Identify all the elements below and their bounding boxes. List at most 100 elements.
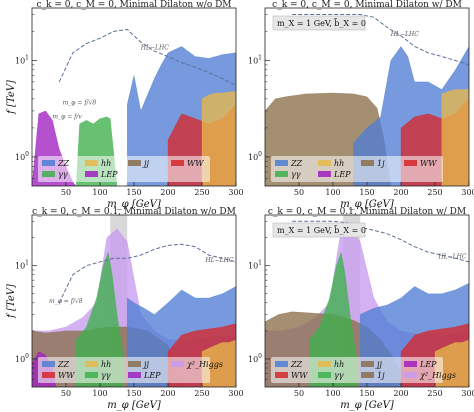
inset-label: m_X = 1 GeV, b̃_X = 0	[277, 224, 366, 235]
legend-label-item: γγ	[334, 371, 344, 380]
legend-swatch-lep	[128, 372, 141, 378]
x-axis-label: m_φ [GeV]	[340, 400, 394, 411]
legend-swatch-ww	[42, 372, 55, 378]
legend-swatch-lep	[318, 171, 331, 177]
annotation-m-f-8: m_φ = f/√8	[49, 298, 83, 305]
x-tick-label-150: 150	[359, 389, 374, 398]
panel-1: HL−LHC m_φ = f/v m_φ = f/√8 ZZ hh jj WW γγ LEP c_…	[6, 0, 244, 210]
annotation-hl-lhc: HL−LHC	[140, 44, 169, 51]
x-tick-label-250: 250	[194, 188, 209, 197]
legend-swatch-1j	[361, 160, 374, 166]
legend-swatch-hh	[318, 160, 331, 166]
inset-box	[272, 15, 366, 31]
legend-label-lep: LEP	[143, 371, 161, 380]
x-axis-label: m_φ [GeV]	[340, 199, 394, 210]
y-tick-label-10-1: 101	[15, 54, 29, 65]
inset-box	[272, 222, 366, 238]
x-tick-label-200: 200	[393, 188, 408, 197]
legend-swatch-item	[85, 372, 98, 378]
legend-label-lep: LEP	[419, 360, 437, 369]
x-tick-label-250: 250	[194, 389, 209, 398]
x-tick-label-50: 50	[61, 188, 71, 197]
y-tick-label-10-0: 100	[248, 151, 262, 162]
x-tick-label-150: 150	[359, 188, 374, 197]
legend-label-lep: LEP	[333, 170, 351, 179]
legend-box	[38, 156, 210, 182]
panel-3: HL−LHC m_φ = f/√8 ZZ hh jj χ²_Higgs WW γγ LEP c_k…	[6, 207, 244, 411]
chart-title: c_k = 0, c_M = 0, Minimal Dilaton w/o DM	[36, 0, 231, 10]
legend-label-item: γγ	[58, 170, 68, 179]
legend-label-higgs: χ²_Higgs	[419, 371, 456, 380]
y-tick-label-10-0: 100	[15, 151, 29, 162]
annotation-hl-lhc: HL−LHC	[390, 31, 419, 38]
region-hh	[201, 90, 236, 186]
region-hh	[201, 339, 236, 387]
x-tick-label-150: 150	[126, 188, 141, 197]
x-tick-label-100: 100	[325, 389, 340, 398]
legend-label-1j: 1j	[377, 371, 385, 380]
legend-label-hh: hh	[101, 159, 111, 168]
legend-swatch-ww	[404, 160, 417, 166]
legend-label-ww: WW	[58, 371, 75, 380]
x-tick-label-250: 250	[427, 188, 442, 197]
legend-swatch-ww	[275, 372, 288, 378]
x-tick-label-300: 300	[461, 389, 474, 398]
x-axis-label: m_φ [GeV]	[107, 400, 161, 411]
legend-swatch-jj	[128, 361, 141, 367]
inset-label: m_X = 1 GeV, b̃_X = 0	[277, 17, 366, 28]
legend-label-ww: WW	[420, 159, 437, 168]
legend-swatch-hh	[318, 361, 331, 367]
y-axis-label: f [TeV]	[6, 284, 17, 319]
legend-label-jj: jj	[142, 159, 149, 168]
legend-box	[271, 156, 443, 182]
annotation-m-f-v: m_φ = f/v	[52, 114, 82, 121]
legend-label-higgs: χ²_Higgs	[186, 360, 223, 369]
chart-title: c_k = 0, c_M = 0.1, Minimal Dilaton w/ D…	[268, 207, 466, 217]
x-tick-label-150: 150	[126, 389, 141, 398]
x-tick-label-50: 50	[61, 389, 71, 398]
legend-swatch-ww	[171, 160, 184, 166]
annotation-hl-lhc: HL−LHC	[437, 253, 466, 260]
legend-swatch-lep	[85, 171, 98, 177]
panel-2: HL−LHC ZZ hh 1j WW γγ LEP m_X = 1 GeV, b̃_X = 0…	[248, 0, 474, 210]
legend-box	[38, 357, 210, 383]
legend-label-1j: 1j	[377, 159, 385, 168]
legend-swatch-hh	[85, 160, 98, 166]
chart-title: c_k = 0, c_M = 0.1, Minimal Dilaton w/o …	[32, 207, 236, 217]
legend-swatch-zz	[42, 361, 55, 367]
legend-label-jj: jj	[375, 360, 382, 369]
region-hh	[434, 339, 469, 387]
legend-swatch-item	[42, 171, 55, 177]
legend-label-ww: WW	[291, 371, 308, 380]
hl-lhc-projection-line	[292, 220, 469, 263]
legend-swatch-higgs	[171, 361, 184, 367]
x-tick-label-200: 200	[160, 389, 175, 398]
x-tick-label-300: 300	[228, 188, 243, 197]
y-tick-label-10-0: 100	[15, 353, 29, 364]
annotation-m-f-8: m_φ = f/√8	[63, 99, 97, 106]
legend-swatch-item	[318, 372, 331, 378]
legend-swatch-1j	[361, 372, 374, 378]
chart-title: c_k = 0, c_M = 0, Minimal Dilaton w/ DM	[272, 0, 462, 10]
legend-swatch-jj	[361, 361, 374, 367]
legend-label-item: γγ	[291, 170, 301, 179]
hl-lhc-projection-line	[292, 14, 469, 66]
x-tick-label-200: 200	[160, 188, 175, 197]
y-tick-label-10-1: 101	[248, 260, 262, 271]
x-tick-label-100: 100	[325, 188, 340, 197]
y-tick-label-10-0: 100	[248, 353, 262, 364]
legend-label-lep: LEP	[100, 170, 118, 179]
x-tick-label-250: 250	[427, 389, 442, 398]
legend-label-zz: ZZ	[57, 360, 70, 369]
x-tick-label-200: 200	[393, 389, 408, 398]
region-hh	[441, 89, 469, 186]
legend-label-hh: hh	[334, 159, 344, 168]
legend-box	[271, 357, 443, 383]
legend-swatch-jj	[128, 160, 141, 166]
annotation-hl-lhc: HL−LHC	[204, 257, 233, 264]
legend-swatch-item	[275, 171, 288, 177]
y-axis-label: f [TeV]	[6, 80, 17, 115]
legend-label-zz: ZZ	[57, 159, 70, 168]
x-tick-label-100: 100	[92, 389, 107, 398]
